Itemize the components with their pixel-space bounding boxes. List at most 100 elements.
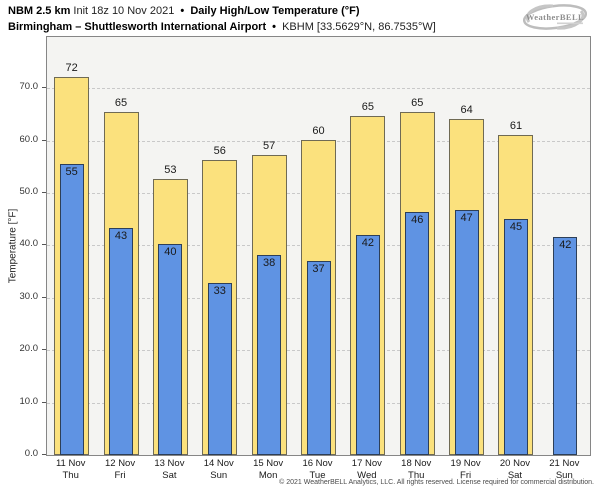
x-label-day: Mon	[258, 469, 278, 481]
y-tick-mark	[42, 454, 46, 455]
y-tick-mark	[42, 244, 46, 246]
plot-area: 72 55 65 43 53 40 56 33 57 38 60 37 65 42 65 46 64 47 61 45…	[46, 36, 591, 456]
x-axis-label: 18 Nov Thu	[392, 458, 441, 481]
low-value-label: 42	[361, 237, 374, 249]
y-tick-label: 40.0	[19, 238, 39, 250]
low-bar	[158, 244, 183, 455]
low-bar	[355, 235, 380, 455]
low-value-label: 46	[411, 214, 424, 227]
gridline-70	[47, 88, 590, 90]
y-tick-label: 10.0	[19, 395, 39, 407]
x-label-day: Fri	[460, 469, 472, 481]
header-line-2: Birmingham – Shuttlesworth International…	[8, 19, 436, 35]
station-name: Birmingham – Shuttlesworth International…	[8, 21, 267, 33]
low-bar	[257, 254, 282, 455]
low-value-label: 45	[509, 221, 523, 234]
high-value-label: 65	[361, 101, 374, 114]
x-label-date: 20 Nov	[499, 458, 530, 469]
low-bar	[553, 237, 578, 455]
y-tick-mark	[42, 139, 46, 141]
x-label-date: 12 Nov	[104, 458, 136, 469]
x-label-date: 13 Nov	[154, 458, 185, 469]
x-axis-label: 12 Nov Fri	[95, 458, 144, 481]
y-tick-label: 60.0	[19, 133, 39, 145]
logo-wordmark: WeatherBELL	[526, 12, 584, 22]
x-axis-label: 11 Nov Thu	[46, 458, 95, 481]
weatherbell-logo: WeatherBELL	[515, 2, 595, 40]
model-name: NBM 2.5 km	[8, 5, 71, 17]
x-label-date: 17 Nov	[351, 458, 382, 469]
init-time: Init 18z 10 Nov 2021	[73, 5, 175, 17]
y-tick-mark	[42, 401, 46, 403]
high-value-label: 72	[65, 61, 78, 74]
high-value-label: 56	[213, 144, 226, 157]
low-value-label: 55	[65, 166, 78, 179]
low-value-label: 37	[312, 263, 325, 276]
x-label-day: Thu	[62, 469, 79, 481]
x-label-day: Tue	[309, 469, 326, 481]
x-label-date: 16 Nov	[302, 458, 333, 469]
y-tick-mark	[42, 87, 46, 89]
logo-subline	[557, 22, 583, 25]
y-tick-mark	[42, 349, 46, 351]
high-value-label: 65	[411, 97, 424, 110]
x-label-day: Sun	[555, 469, 573, 481]
low-bar	[503, 219, 528, 455]
x-label-day: Thu	[408, 469, 425, 481]
low-bar	[59, 164, 84, 455]
x-label-date: 11 Nov	[55, 458, 86, 469]
x-label-date: 18 Nov	[401, 458, 432, 469]
low-value-label: 38	[263, 256, 276, 269]
high-value-label: 65	[114, 97, 128, 110]
hurricane-swirl-icon: WeatherBELL	[522, 4, 588, 30]
y-tick-label: 50.0	[19, 186, 39, 198]
x-axis-label: 17 Nov Wed	[342, 458, 391, 481]
low-value-label: 40	[164, 246, 177, 259]
low-bar	[109, 227, 134, 455]
y-axis-ticks: 0.0 10.0 20.0 30.0 40.0 50.0 60.0 70.0	[0, 36, 46, 459]
x-label-date: 14 Nov	[203, 458, 234, 469]
x-label-date: 15 Nov	[253, 458, 284, 469]
x-axis-label: 19 Nov Fri	[441, 458, 490, 481]
x-label-date: 21 Nov	[549, 458, 580, 469]
bullet-separator: •	[180, 5, 185, 17]
plot-inner: 72 55 65 43 53 40 56 33 57 38 60 37 65 42 65 46 64 47 61 45…	[47, 37, 590, 455]
x-label-date: 19 Nov	[450, 458, 481, 469]
low-value-label: 47	[460, 212, 473, 225]
low-value-label: 42	[559, 239, 572, 252]
x-axis-label: 14 Nov Sun	[194, 458, 243, 481]
x-label-day: Sat	[162, 469, 177, 481]
header-line-1: NBM 2.5 km Init 18z 10 Nov 2021 • Daily …	[8, 3, 436, 19]
chart-header: NBM 2.5 km Init 18z 10 Nov 2021 • Daily …	[8, 3, 436, 35]
product-title: Daily High/Low Temperature (°F)	[190, 5, 360, 17]
x-label-day: Wed	[357, 469, 377, 481]
y-tick-label: 0.0	[24, 448, 38, 459]
high-value-label: 64	[460, 103, 473, 116]
x-axis-label: 13 Nov Sat	[145, 458, 194, 481]
low-bar	[405, 212, 430, 455]
low-bar	[207, 283, 232, 455]
high-value-label: 60	[312, 124, 325, 137]
high-value-label: 57	[263, 140, 276, 153]
x-axis-label: 16 Nov Tue	[293, 458, 342, 481]
x-label-day: Sun	[210, 469, 228, 481]
copyright-notice: © 2021 WeatherBELL Analytics, LLC. All r…	[279, 479, 594, 486]
y-tick-label: 70.0	[19, 81, 39, 93]
high-value-label: 61	[509, 120, 523, 133]
y-tick-label: 20.0	[19, 343, 39, 355]
x-axis-label: 15 Nov Mon	[243, 458, 292, 481]
x-axis-label: 21 Nov Sun	[540, 458, 589, 481]
low-bar	[306, 261, 331, 455]
x-axis-label: 20 Nov Sat	[490, 458, 539, 481]
low-value-label: 43	[114, 229, 128, 242]
x-axis-labels: 11 Nov Thu 12 Nov Fri 13 Nov Sat 14 Nov Sun 15 N…	[46, 458, 591, 484]
bullet-separator: •	[272, 21, 277, 33]
y-tick-mark	[42, 192, 46, 194]
station-id-coordinates: KBHM [33.5629°N, 86.7535°W]	[282, 21, 436, 33]
low-value-label: 33	[213, 285, 226, 298]
y-tick-label: 30.0	[19, 290, 39, 302]
x-label-day: Sat	[507, 469, 523, 481]
high-value-label: 53	[164, 164, 177, 177]
x-label-day: Fri	[114, 469, 126, 481]
